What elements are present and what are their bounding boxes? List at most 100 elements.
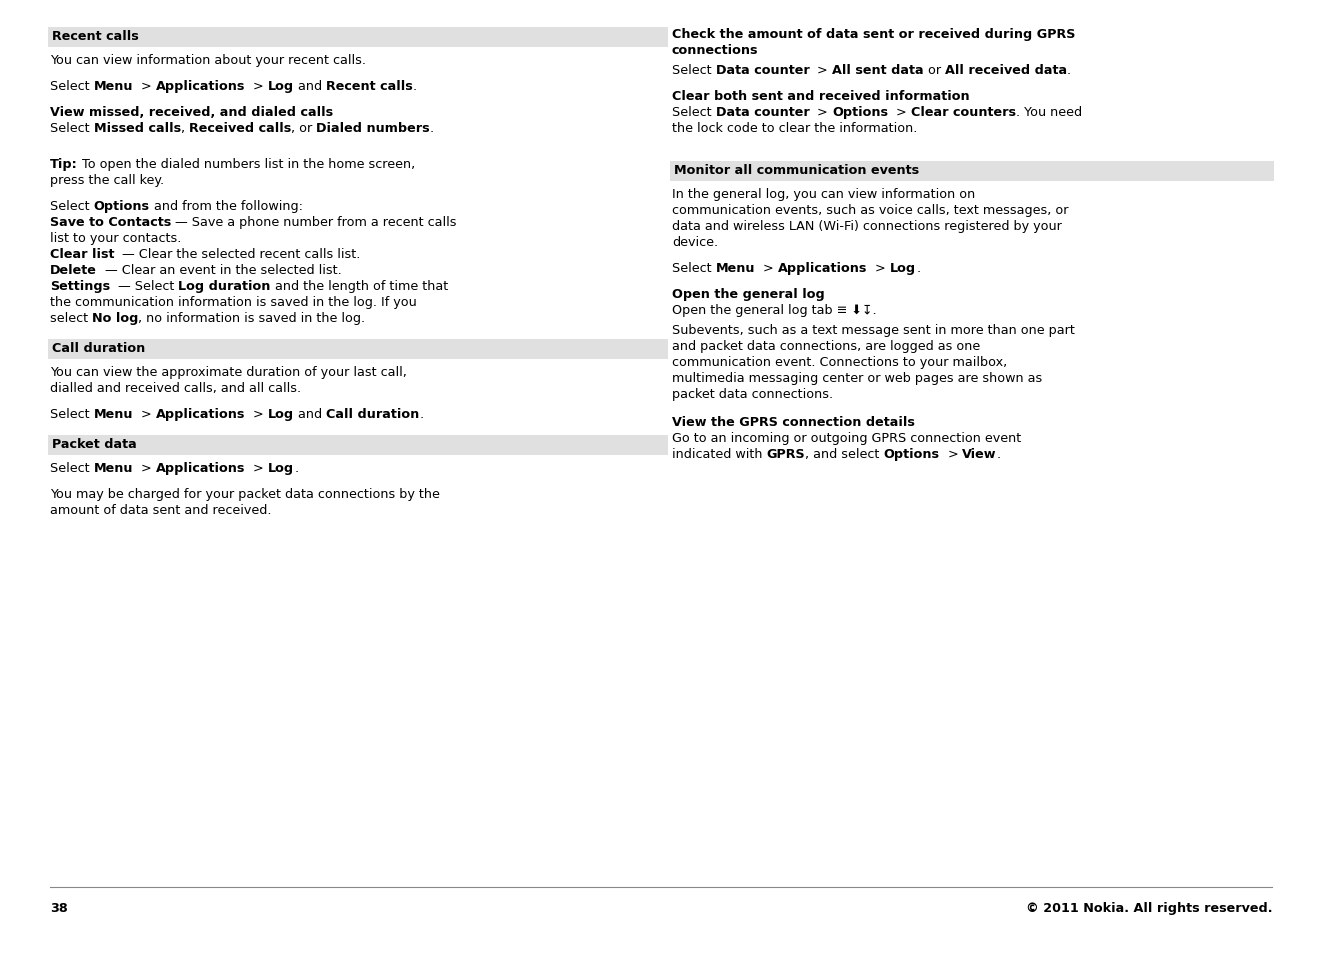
Text: >: > — [134, 408, 156, 420]
Text: and from the following:: and from the following: — [149, 200, 303, 213]
Text: >: > — [134, 80, 156, 92]
Text: Applications: Applications — [777, 262, 867, 274]
Text: the lock code to clear the information.: the lock code to clear the information. — [672, 122, 917, 135]
Text: and the length of time that: and the length of time that — [271, 280, 448, 293]
Bar — [670, 162, 1274, 182]
Text: Data counter: Data counter — [715, 64, 809, 77]
Text: data and wireless LAN (Wi-Fi) connections registered by your: data and wireless LAN (Wi-Fi) connection… — [672, 220, 1062, 233]
Text: and packet data connections, are logged as one: and packet data connections, are logged … — [672, 339, 980, 353]
Text: communication events, such as voice calls, text messages, or: communication events, such as voice call… — [672, 204, 1068, 216]
Text: All sent data: All sent data — [832, 64, 924, 77]
Text: Menu: Menu — [94, 80, 134, 92]
Text: device.: device. — [672, 235, 718, 249]
Text: Clear counters: Clear counters — [911, 106, 1015, 119]
Text: Packet data: Packet data — [52, 437, 136, 451]
Text: >: > — [755, 262, 777, 274]
Text: Monitor all communication events: Monitor all communication events — [674, 164, 919, 177]
Text: No log: No log — [93, 312, 139, 325]
Text: amount of data sent and received.: amount of data sent and received. — [50, 503, 271, 517]
Text: >: > — [809, 64, 832, 77]
Text: ,: , — [181, 122, 189, 135]
Text: Log: Log — [268, 80, 293, 92]
Bar — [48, 28, 668, 48]
Text: Subevents, such as a text message sent in more than one part: Subevents, such as a text message sent i… — [672, 324, 1075, 336]
Text: Log duration: Log duration — [178, 280, 271, 293]
Text: list to your contacts.: list to your contacts. — [50, 232, 181, 245]
Text: Options: Options — [832, 106, 888, 119]
Text: Select: Select — [50, 408, 94, 420]
Text: the communication information is saved in the log. If you: the communication information is saved i… — [50, 295, 416, 309]
Text: Call duration: Call duration — [327, 408, 419, 420]
Text: packet data connections.: packet data connections. — [672, 388, 833, 400]
Text: .: . — [997, 448, 1001, 460]
Text: In the general log, you can view information on: In the general log, you can view informa… — [672, 188, 976, 201]
Text: Check the amount of data sent or received during GPRS: Check the amount of data sent or receive… — [672, 28, 1075, 41]
Text: To open the dialed numbers list in the home screen,: To open the dialed numbers list in the h… — [78, 158, 415, 171]
Bar — [48, 339, 668, 359]
Text: >: > — [246, 80, 268, 92]
Text: Menu: Menu — [715, 262, 755, 274]
Text: indicated with: indicated with — [672, 448, 767, 460]
Text: communication event. Connections to your mailbox,: communication event. Connections to your… — [672, 355, 1007, 369]
Text: connections: connections — [672, 44, 759, 57]
Text: , no information is saved in the log.: , no information is saved in the log. — [139, 312, 366, 325]
Text: , and select: , and select — [805, 448, 883, 460]
Text: Log: Log — [268, 461, 293, 475]
Text: Open the general log tab ≡ ⬇↧.: Open the general log tab ≡ ⬇↧. — [672, 304, 876, 316]
Text: and: and — [293, 408, 327, 420]
Text: .: . — [412, 80, 418, 92]
Text: Open the general log: Open the general log — [672, 288, 825, 301]
Text: Menu: Menu — [94, 461, 134, 475]
Text: Select: Select — [672, 64, 715, 77]
Text: — Select: — Select — [110, 280, 178, 293]
Text: select: select — [50, 312, 93, 325]
Text: press the call key.: press the call key. — [50, 173, 164, 187]
Text: >: > — [888, 106, 911, 119]
Text: Clear both sent and received information: Clear both sent and received information — [672, 90, 969, 103]
Text: Settings: Settings — [50, 280, 110, 293]
Text: >: > — [940, 448, 962, 460]
Text: View the GPRS connection details: View the GPRS connection details — [672, 416, 915, 429]
Text: Log: Log — [268, 408, 293, 420]
Text: .: . — [293, 461, 299, 475]
Text: — Clear the selected recent calls list.: — Clear the selected recent calls list. — [115, 248, 361, 261]
Text: and: and — [293, 80, 327, 92]
Text: You can view the approximate duration of your last call,: You can view the approximate duration of… — [50, 366, 407, 378]
Text: 38: 38 — [50, 901, 67, 914]
Text: >: > — [867, 262, 890, 274]
Text: dialled and received calls, and all calls.: dialled and received calls, and all call… — [50, 381, 301, 395]
Text: .: . — [430, 122, 434, 135]
Text: >: > — [246, 408, 268, 420]
Text: Missed calls: Missed calls — [94, 122, 181, 135]
Text: Save to Contacts: Save to Contacts — [50, 215, 172, 229]
Text: GPRS: GPRS — [767, 448, 805, 460]
Text: Data counter: Data counter — [715, 106, 809, 119]
Text: multimedia messaging center or web pages are shown as: multimedia messaging center or web pages… — [672, 372, 1042, 385]
Text: Select: Select — [672, 106, 715, 119]
Text: Clear list: Clear list — [50, 248, 115, 261]
Text: View: View — [962, 448, 997, 460]
Text: Delete: Delete — [50, 264, 97, 276]
Text: Log: Log — [890, 262, 916, 274]
Text: Select: Select — [50, 461, 94, 475]
Text: .: . — [1067, 64, 1071, 77]
Text: You may be charged for your packet data connections by the: You may be charged for your packet data … — [50, 488, 440, 500]
Text: Applications: Applications — [156, 80, 246, 92]
Text: Select: Select — [50, 80, 94, 92]
Text: >: > — [134, 461, 156, 475]
Text: Received calls: Received calls — [189, 122, 291, 135]
Text: .: . — [916, 262, 920, 274]
Text: Applications: Applications — [156, 408, 246, 420]
Text: Select: Select — [50, 122, 94, 135]
Text: You can view information about your recent calls.: You can view information about your rece… — [50, 54, 366, 67]
Text: Options: Options — [883, 448, 940, 460]
Text: Go to an incoming or outgoing GPRS connection event: Go to an incoming or outgoing GPRS conne… — [672, 432, 1022, 444]
Text: Applications: Applications — [156, 461, 246, 475]
Text: >: > — [246, 461, 268, 475]
Text: Call duration: Call duration — [52, 341, 145, 355]
Text: Recent calls: Recent calls — [327, 80, 412, 92]
Text: or: or — [924, 64, 945, 77]
Text: Menu: Menu — [94, 408, 134, 420]
Text: Recent calls: Recent calls — [52, 30, 139, 43]
Text: Dialed numbers: Dialed numbers — [316, 122, 430, 135]
